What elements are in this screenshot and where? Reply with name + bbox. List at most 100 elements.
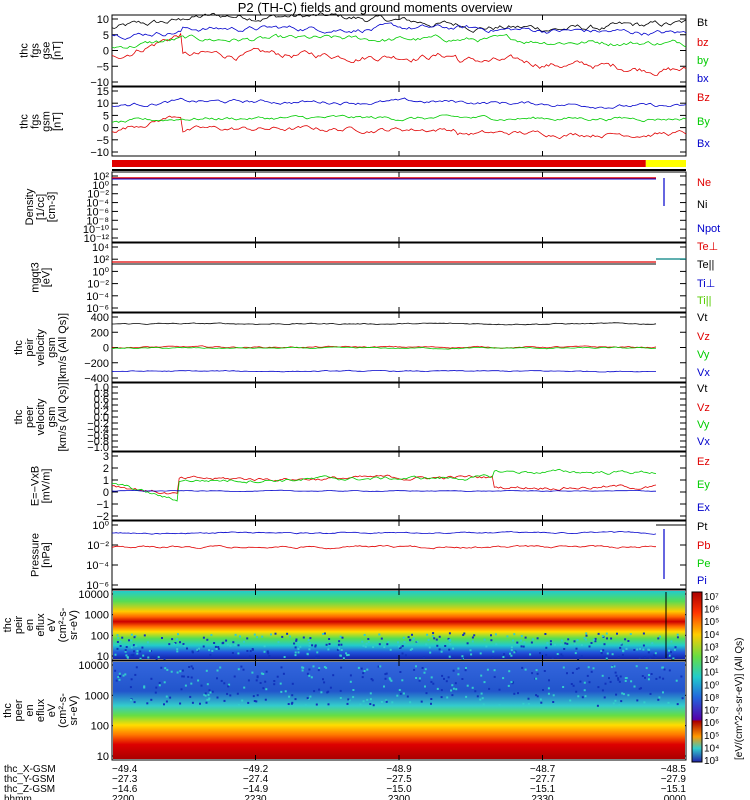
spec-speckle	[506, 635, 509, 638]
spec-speckle	[279, 682, 282, 685]
spec-speckle	[448, 655, 451, 658]
spec-speckle	[165, 700, 168, 703]
spec-speckle	[121, 636, 124, 639]
spec-speckle	[648, 674, 650, 676]
spec-speckle	[549, 640, 552, 643]
y-label-line: velocity	[35, 329, 47, 366]
spec-speckle	[182, 675, 185, 678]
spec-speckle	[615, 674, 618, 677]
spec-speckle	[179, 702, 182, 705]
spec-speckle	[288, 635, 291, 638]
y-label-line: E=−VxB	[30, 466, 42, 506]
spec-speckle	[295, 639, 298, 642]
spec-speckle	[520, 635, 523, 638]
spec-speckle	[164, 667, 167, 670]
series-by	[111, 33, 687, 49]
spec-speckle	[498, 704, 501, 707]
spec-speckle	[612, 702, 615, 705]
spec-speckle	[182, 643, 185, 645]
spec-speckle	[575, 647, 578, 650]
colorbar-tick: 10⁶	[704, 605, 719, 616]
colorbar-tick: 10⁷	[704, 592, 719, 603]
spec-speckle	[255, 700, 258, 703]
y-tick-label: 10⁻⁶	[86, 206, 109, 218]
colorbar-tick: 10¹	[704, 668, 719, 679]
spec-speckle	[544, 633, 547, 635]
spec-speckle	[480, 692, 483, 695]
spec-speckle	[295, 638, 298, 641]
y-tick-label: 1.0	[94, 382, 109, 394]
spec-speckle	[367, 638, 370, 640]
y-tick-label: −5	[96, 135, 109, 147]
y-tick-label: 10⁻²	[87, 189, 109, 201]
spec-speckle	[661, 666, 664, 669]
spec-speckle	[409, 701, 412, 704]
spec-speckle	[308, 642, 311, 645]
spec-speckle	[237, 668, 240, 671]
spec-speckle	[549, 643, 552, 646]
spec-speckle	[265, 670, 268, 673]
legend-Pe: Pe	[697, 558, 710, 570]
spec-speckle	[315, 655, 318, 658]
series-Vt	[112, 322, 657, 326]
spec-speckle	[150, 677, 153, 680]
spec-speckle	[509, 652, 511, 655]
spec-speckle	[320, 691, 323, 694]
spec-speckle	[479, 652, 482, 655]
spec-speckle	[327, 703, 330, 706]
spec-speckle	[390, 679, 393, 682]
y-tick-label: 0.0	[94, 412, 109, 424]
legend-Ni: Ni	[697, 199, 707, 211]
spec-speckle	[163, 703, 165, 706]
spec-speckle	[466, 684, 469, 687]
spec-speckle	[293, 642, 296, 645]
spec-speckle	[445, 680, 448, 683]
y-tick-label: 10	[97, 98, 109, 110]
spec-speckle	[315, 703, 318, 706]
spec-speckle	[545, 654, 548, 657]
spec-speckle	[188, 666, 191, 668]
spec-speckle	[129, 686, 132, 689]
spec-speckle	[383, 685, 385, 688]
legend-Vz: Vz	[697, 331, 710, 343]
y-tick-label: 10⁻¹⁰	[83, 224, 110, 236]
y-label-line: velocity	[35, 398, 47, 435]
spec-speckle	[306, 697, 309, 700]
legend-Te⊥: Te⊥	[697, 241, 718, 253]
x-axis-row-label: thc_Y-GSM	[4, 774, 55, 785]
y-tick-label: 0	[103, 343, 109, 355]
spec-speckle	[527, 703, 530, 706]
spec-speckle	[308, 644, 311, 647]
spec-speckle	[363, 634, 366, 636]
colorbar	[691, 591, 703, 763]
spec-speckle	[122, 674, 125, 677]
spec-speckle	[209, 654, 212, 657]
y-tick-label: 100	[91, 721, 109, 733]
y-label-line: eV	[46, 618, 58, 632]
x-axis-value: −15.1	[530, 784, 556, 795]
spec-speckle	[181, 669, 184, 672]
spec-speckle	[471, 686, 474, 689]
spec-speckle	[616, 632, 618, 635]
spec-speckle	[198, 647, 200, 650]
spec-speckle	[385, 700, 388, 703]
spec-speckle	[672, 657, 675, 660]
x-axis-value: 2330	[531, 794, 554, 800]
spec-speckle	[443, 677, 445, 680]
spec-speckle	[176, 648, 179, 651]
spec-speckle	[486, 668, 489, 671]
spec-speckle	[441, 674, 444, 677]
spec-speckle	[657, 637, 660, 640]
spec-speckle	[594, 640, 597, 643]
spec-speckle	[125, 646, 128, 648]
spec-speckle	[402, 636, 405, 639]
spec-speckle	[240, 665, 243, 668]
spec-speckle	[366, 668, 369, 671]
spec-speckle	[297, 641, 300, 644]
spec-speckle	[216, 677, 218, 680]
spec-speckle	[531, 672, 534, 675]
spec-speckle	[327, 690, 330, 693]
spec-speckle	[428, 646, 431, 649]
legend-Bz: Bz	[697, 92, 710, 104]
spec-speckle	[524, 636, 527, 639]
